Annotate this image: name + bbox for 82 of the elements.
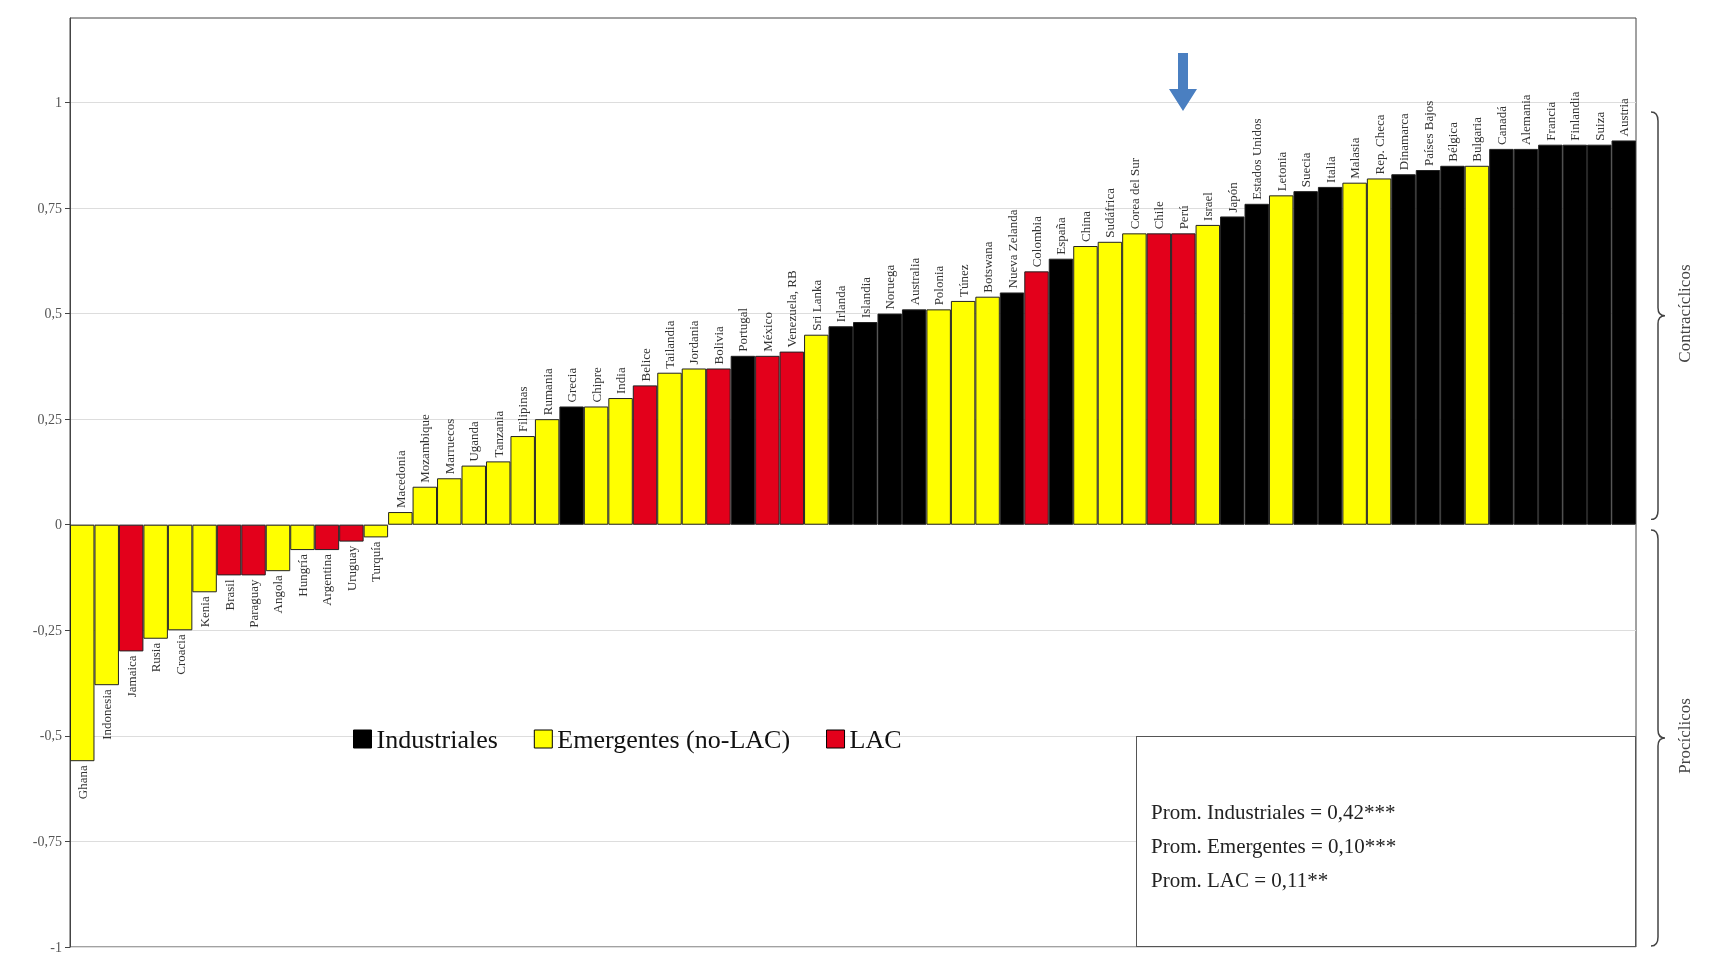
x-tick-label: Bolivia	[710, 325, 726, 365]
legend-label: Industriales	[376, 724, 498, 754]
x-tick-label: Japón	[1224, 181, 1240, 213]
x-tick-label: Uruguay	[343, 545, 359, 592]
x-tick-label: Nueva Zelanda	[1004, 209, 1020, 289]
x-tick-label: Angola	[270, 574, 286, 614]
x-tick-label: Finlandia	[1567, 91, 1583, 141]
annotation: Prom. Emergentes = 0,10***	[1151, 832, 1398, 860]
x-tick-label: Kenia	[197, 596, 213, 628]
x-tick-label: Islandia	[857, 276, 873, 319]
x-tick-label: Corea del Sur	[1126, 157, 1142, 230]
y-tick-label: 0,75	[37, 200, 62, 216]
y-tick-label: -1	[50, 939, 62, 955]
y-tick-label: -0,75	[32, 833, 62, 849]
x-tick-label: Estados Unidos	[1249, 118, 1265, 200]
x-tick-label: Rep. Checa	[1371, 114, 1387, 175]
x-tick-label: Letonia	[1273, 151, 1289, 192]
x-tick-label: Grecia	[564, 367, 580, 403]
x-tick-label: Austria	[1616, 97, 1632, 137]
x-tick-label: Colombia	[1029, 215, 1045, 268]
y-tick-label: -0,5	[39, 728, 62, 744]
x-tick-label: Túnez	[955, 264, 971, 297]
x-tick-label: Noruega	[882, 264, 898, 310]
x-tick-label: Irlanda	[833, 285, 849, 323]
x-tick-label: Bélgica	[1444, 121, 1460, 162]
x-tick-label: Croacia	[172, 634, 188, 675]
x-tick-label: Tanzania	[490, 410, 506, 458]
x-tick-label: Brasil	[221, 579, 237, 611]
x-tick-label: Tailandia	[661, 320, 677, 369]
y-tick-label: 0	[55, 517, 62, 533]
x-tick-label: Botswana	[980, 241, 996, 293]
note-box: Prom. Industriales = 0,42*** Prom. Emergentes = 0,10*** Prom. LAC = 0,11**	[1136, 735, 1636, 947]
x-tick-label: Jordania	[686, 320, 702, 365]
text: Contracíclicos	[1674, 264, 1694, 363]
x-tick-label: Polonia	[931, 265, 947, 306]
x-tick-label: Sudáfrica	[1102, 187, 1118, 238]
x-tick-label: Turquía	[368, 541, 384, 583]
legend-label: Emergentes (no-LAC)	[557, 724, 791, 754]
y-tick-label: -0,25	[32, 622, 62, 638]
text: Procíclicos	[1674, 698, 1694, 774]
x-tick-label: Sri Lanka	[808, 279, 824, 331]
x-tick-label: Israel	[1200, 191, 1216, 221]
x-tick-label: Perú	[1175, 205, 1191, 230]
x-tick-label: Indonesia	[99, 688, 115, 740]
annotation: Prom. LAC = 0,11**	[1151, 866, 1330, 894]
x-tick-label: Italia	[1322, 155, 1338, 183]
x-tick-label: China	[1077, 210, 1093, 243]
x-tick-label: Jamaica	[123, 655, 139, 698]
x-tick-label: Países Bajos	[1420, 100, 1436, 167]
x-tick-label: Mozambique	[417, 413, 433, 483]
x-tick-label: Dinamarca	[1396, 112, 1412, 171]
y-tick-label: 1	[55, 94, 62, 110]
x-tick-label: Australia	[906, 257, 922, 306]
legend-label: LAC	[849, 724, 902, 754]
x-tick-label: India	[613, 367, 629, 395]
x-tick-label: Bulgaria	[1469, 116, 1485, 162]
x-tick-label: México	[759, 312, 775, 352]
x-tick-label: Chipre	[588, 366, 604, 403]
y-tick-label: 0,25	[37, 411, 62, 427]
x-tick-label: Uganda	[466, 420, 482, 462]
x-tick-label: Argentina	[319, 553, 335, 606]
x-tick-label: Belice	[637, 347, 653, 382]
x-tick-label: Venezuela, RB	[784, 270, 800, 348]
x-tick-label: Suiza	[1591, 111, 1607, 141]
x-tick-label: Hungría	[294, 553, 310, 597]
x-tick-label: Marruecos	[441, 418, 457, 475]
x-tick-label: Francia	[1542, 101, 1558, 141]
x-tick-label: Ghana	[74, 764, 90, 800]
x-tick-label: Rusia	[148, 642, 164, 673]
x-tick-label: Malasia	[1347, 137, 1363, 179]
x-tick-label: Portugal	[735, 307, 751, 352]
x-tick-label: Paraguay	[246, 578, 262, 628]
x-tick-label: Macedonia	[392, 450, 408, 509]
x-tick-label: España	[1053, 216, 1069, 255]
x-tick-label: Alemania	[1518, 94, 1534, 145]
x-tick-label: Canadá	[1493, 105, 1509, 145]
x-tick-label: Filipinas	[515, 386, 531, 433]
y-tick-label: 0,5	[44, 306, 62, 322]
x-tick-label: Rumania	[539, 367, 555, 416]
x-tick-label: Chile	[1151, 200, 1167, 230]
annotation: Prom. Industriales = 0,42***	[1151, 798, 1397, 826]
x-tick-label: Suecia	[1298, 152, 1314, 188]
